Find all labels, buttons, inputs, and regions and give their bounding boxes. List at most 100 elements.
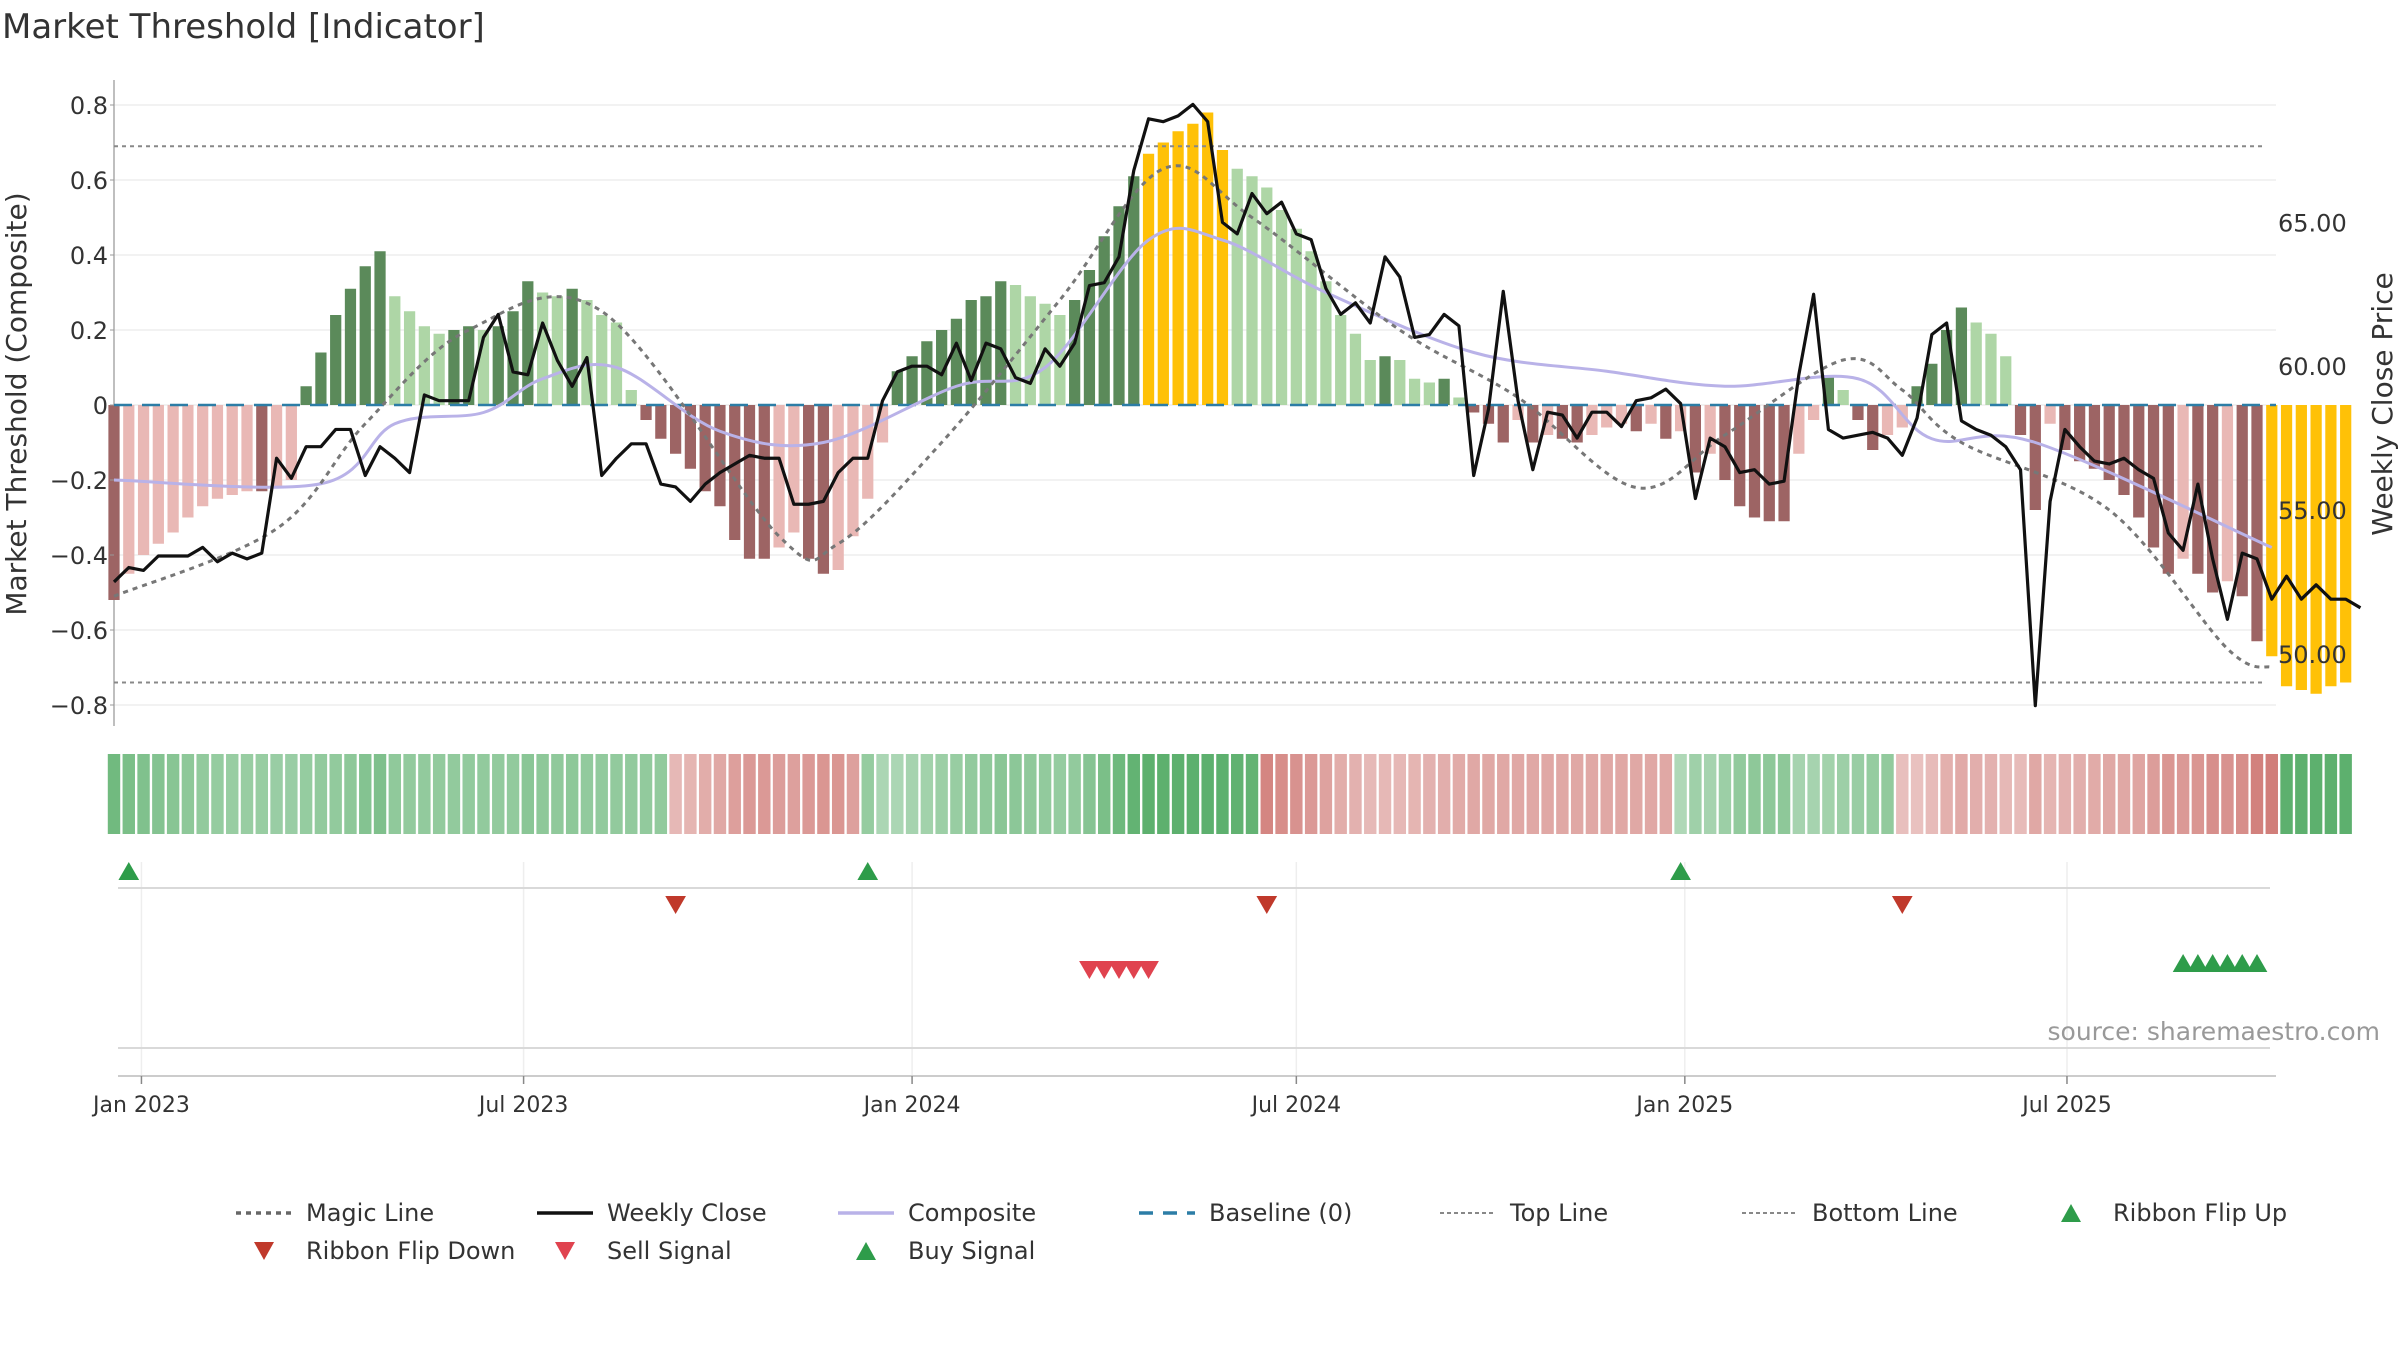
y-tick-label: 0.2 bbox=[70, 317, 108, 345]
ribbon-cell bbox=[758, 754, 771, 834]
ribbon-cell bbox=[2339, 754, 2352, 834]
ribbon-flip-up-marker bbox=[118, 862, 140, 880]
ribbon-cell bbox=[1304, 754, 1318, 834]
weekly-close-line bbox=[112, 102, 2362, 708]
ribbon-cell bbox=[1186, 754, 1200, 834]
ribbon-cell bbox=[1733, 754, 1746, 834]
ribbon-cell bbox=[344, 754, 357, 834]
ribbon-cell bbox=[728, 754, 741, 834]
composite-bar bbox=[936, 330, 948, 405]
composite-bar bbox=[921, 341, 933, 405]
composite-bar bbox=[876, 405, 889, 443]
ribbon-cell bbox=[1009, 754, 1022, 834]
legend-symbol-shape bbox=[2061, 1204, 2081, 1222]
ribbon-cell bbox=[240, 754, 254, 834]
ribbon-cell bbox=[817, 754, 830, 834]
ribbon-cell bbox=[1896, 754, 1909, 834]
ribbon-cell bbox=[2221, 754, 2234, 834]
ribbon-cell bbox=[1068, 754, 1081, 834]
y2-tick-label: 50.00 bbox=[2278, 641, 2347, 669]
ribbon-cell bbox=[595, 754, 608, 834]
composite-bar bbox=[2059, 405, 2071, 450]
composite-bar bbox=[995, 281, 1007, 405]
legend-label: Sell Signal bbox=[607, 1237, 732, 1265]
ribbon-cell bbox=[432, 754, 446, 834]
legend-symbol bbox=[1139, 1211, 1195, 1215]
ribbon-cell bbox=[654, 754, 668, 834]
composite-bar bbox=[477, 330, 490, 405]
ribbon-cell bbox=[2324, 754, 2338, 834]
composite-bar bbox=[1364, 360, 1376, 405]
ribbon-cell bbox=[669, 754, 682, 834]
composite-bar bbox=[1098, 236, 1110, 405]
legend-item: Bottom Line bbox=[1740, 1196, 1958, 1230]
composite-bar bbox=[300, 386, 312, 405]
composite-bar bbox=[1615, 405, 1628, 424]
ribbon-cell bbox=[2043, 754, 2057, 834]
legend-item: Sell Signal bbox=[535, 1234, 732, 1268]
ribbon-cell bbox=[226, 754, 239, 834]
composite-bar bbox=[1734, 405, 1746, 507]
ribbon-cell bbox=[1570, 754, 1584, 834]
composite-bar bbox=[285, 405, 297, 480]
composite-bar bbox=[2133, 405, 2145, 518]
ribbon-flip-down-marker bbox=[1256, 896, 1278, 914]
composite-bars bbox=[108, 112, 2352, 694]
composite-bar bbox=[1763, 405, 1775, 522]
composite-bar bbox=[492, 326, 504, 405]
composite-bar bbox=[1423, 382, 1435, 405]
composite-bar bbox=[1290, 228, 1302, 405]
ribbon-cell bbox=[521, 754, 535, 834]
magic-line bbox=[113, 164, 2273, 669]
legend-label: Composite bbox=[908, 1199, 1037, 1227]
composite-bar bbox=[729, 405, 741, 540]
composite-bar bbox=[1926, 363, 1938, 405]
composite-bar bbox=[108, 405, 120, 600]
ribbon-cell bbox=[1703, 754, 1717, 834]
buy-signal-marker bbox=[2217, 954, 2238, 972]
ribbon-cell bbox=[1497, 754, 1510, 834]
sell-signal-marker bbox=[1093, 961, 1115, 979]
ribbon-cell bbox=[1630, 754, 1643, 834]
ribbon-cell bbox=[1822, 754, 1835, 834]
composite-bar bbox=[1941, 330, 1953, 405]
ribbon-cell bbox=[2162, 754, 2175, 834]
y-tick-label: 0 bbox=[93, 392, 108, 420]
composite-bar bbox=[965, 300, 977, 405]
composite-bar bbox=[1955, 307, 1968, 405]
ribbon-cell bbox=[329, 754, 342, 834]
composite-bar bbox=[551, 296, 563, 405]
x-tick-label: Jan 2024 bbox=[862, 1093, 961, 1118]
ribbon-cell bbox=[950, 754, 963, 834]
legend-item: Weekly Close bbox=[535, 1196, 767, 1230]
legend-item: Ribbon Flip Up bbox=[2041, 1196, 2287, 1230]
ribbon-cell bbox=[152, 754, 165, 834]
ribbon-cell bbox=[1851, 754, 1865, 834]
composite-bar bbox=[1069, 300, 1081, 405]
ribbon-flip-down-marker bbox=[1891, 896, 1913, 914]
y2-tick-label: 60.00 bbox=[2278, 353, 2347, 381]
legend-item: Composite bbox=[836, 1196, 1036, 1230]
ribbon-cell bbox=[285, 754, 298, 834]
composite-bar bbox=[1275, 210, 1288, 405]
legend-symbol bbox=[236, 1211, 292, 1215]
ribbon-cell bbox=[935, 754, 948, 834]
legend-symbol-shape bbox=[555, 1242, 575, 1260]
composite-bar bbox=[433, 333, 445, 405]
ribbon-cell bbox=[1777, 754, 1791, 834]
buy-signal-marker bbox=[2172, 954, 2194, 972]
composite-bar bbox=[1157, 142, 1169, 405]
composite-bar bbox=[403, 311, 416, 405]
y2-axis-label: Weekly Close Price bbox=[2366, 272, 2399, 535]
composite-bar bbox=[522, 281, 534, 405]
ribbon-cell bbox=[1482, 754, 1495, 834]
composite-bar bbox=[197, 405, 209, 507]
ribbon-cell bbox=[1748, 754, 1761, 834]
composite-line bbox=[113, 226, 2273, 549]
y-tick-label: −0.2 bbox=[50, 467, 108, 495]
composite-bar bbox=[374, 251, 386, 405]
ribbon-cell bbox=[403, 754, 416, 834]
composite-bar bbox=[758, 405, 770, 559]
legend-symbol bbox=[2061, 1204, 2081, 1222]
legend-item: Magic Line bbox=[234, 1196, 434, 1230]
